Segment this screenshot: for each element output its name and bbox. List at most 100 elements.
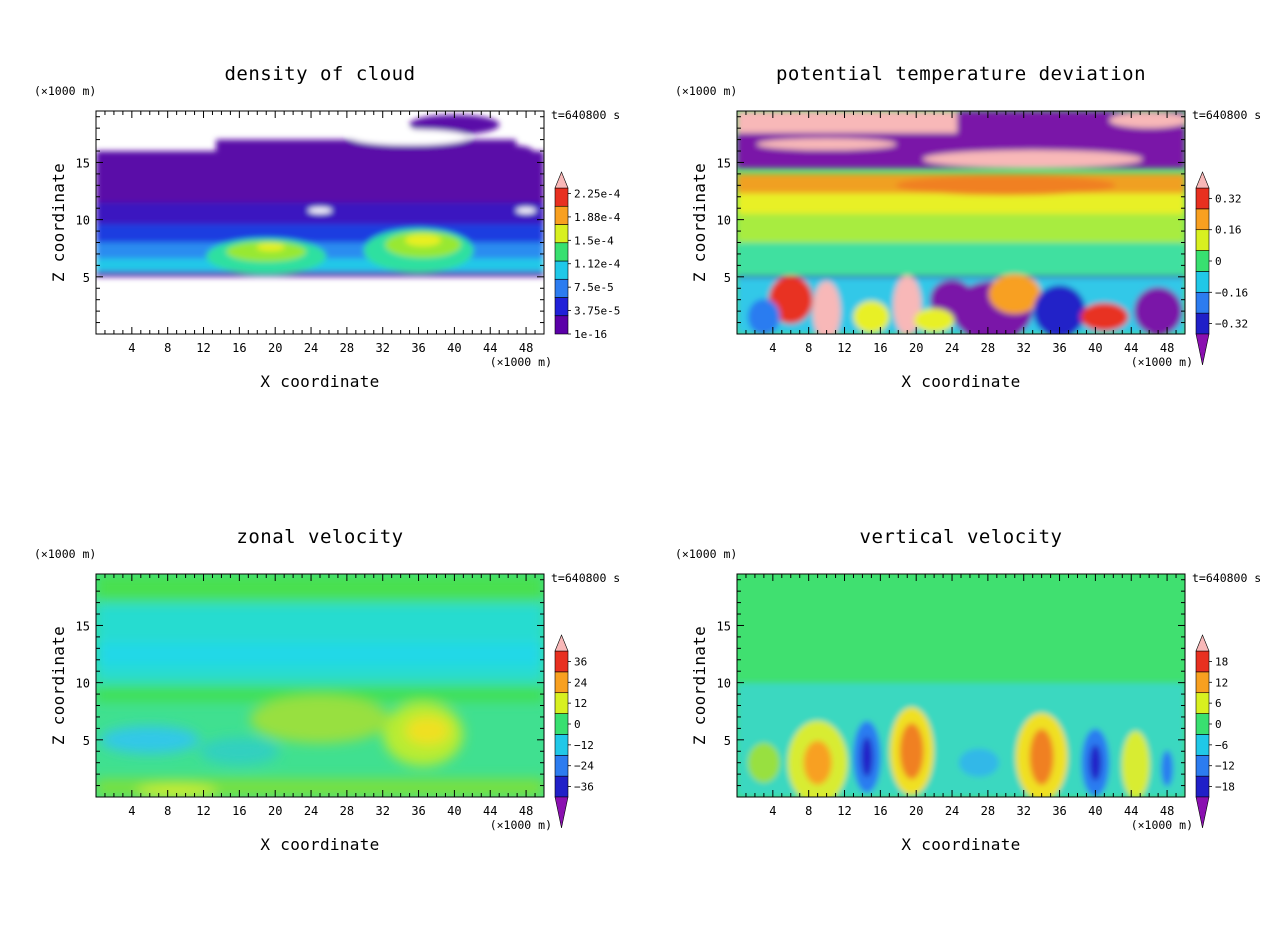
y-tick-label: 5 (724, 734, 731, 748)
colorbar-band (554, 713, 569, 735)
y-tick-label: 15 (717, 156, 731, 170)
colorbar-label: −0.16 (1215, 286, 1248, 299)
contour-field (96, 111, 544, 334)
colorbar-label: 2.25e-4 (574, 187, 621, 200)
x-tick-label: 32 (375, 804, 389, 818)
time-label: t=640800 s (551, 108, 620, 122)
panel-title: zonal velocity (236, 526, 403, 548)
x-axis-label: X coordinate (260, 835, 379, 854)
colorbar-band (1195, 775, 1210, 798)
x-tick-label: 12 (837, 341, 851, 355)
colorbar-label: 7.5e-5 (574, 281, 614, 294)
colorbar-band (1195, 229, 1210, 251)
time-label: t=640800 s (551, 571, 620, 585)
x-unit-label: (×1000 m) (490, 355, 552, 369)
x-tick-label: 44 (483, 341, 497, 355)
colorbar-band (554, 187, 569, 207)
x-tick-label: 24 (304, 341, 318, 355)
x-tick-label: 12 (196, 341, 210, 355)
x-tick-label: 4 (769, 341, 776, 355)
y-tick-label: 10 (76, 677, 90, 691)
colorbar-label: 24 (574, 676, 588, 689)
colorbar-band (554, 754, 569, 777)
x-unit-label: (×1000 m) (1131, 355, 1193, 369)
colorbar-band (1195, 650, 1210, 673)
colorbar-band (1195, 291, 1210, 314)
x-tick-label: 40 (447, 804, 461, 818)
time-label: t=640800 s (1192, 108, 1261, 122)
contour-field (96, 574, 544, 797)
colorbar-band (1195, 671, 1210, 694)
x-tick-label: 48 (1160, 341, 1174, 355)
colorbar-band (554, 692, 569, 714)
colorbar-label: 1.12e-4 (574, 258, 621, 271)
colorbar-label: 12 (574, 697, 587, 710)
x-axis-label: X coordinate (260, 372, 379, 391)
colorbar-label: 1e-16 (574, 328, 607, 341)
x-tick-label: 4 (128, 341, 135, 355)
x-tick-label: 40 (1088, 341, 1102, 355)
x-tick-label: 24 (945, 341, 959, 355)
colorbar-label: 12 (1215, 676, 1228, 689)
x-tick-label: 8 (805, 341, 812, 355)
x-tick-label: 16 (873, 804, 887, 818)
colorbar-label: 0 (1215, 255, 1222, 268)
y-axis-label: Z coordinate (690, 163, 709, 282)
x-tick-label: 32 (375, 341, 389, 355)
x-tick-label: 36 (1052, 341, 1066, 355)
x-tick-label: 28 (981, 804, 995, 818)
colorbar-max-arrow (554, 171, 569, 189)
x-tick-label: 16 (873, 341, 887, 355)
colorbar-label: 0.16 (1215, 224, 1242, 237)
x-tick-label: 12 (196, 804, 210, 818)
x-tick-label: 48 (519, 804, 533, 818)
y-tick-label: 5 (724, 271, 731, 285)
panel-title: density of cloud (224, 63, 415, 85)
colorbar-max-arrow (1195, 634, 1210, 652)
x-unit-label: (×1000 m) (1131, 818, 1193, 832)
x-tick-label: 48 (519, 341, 533, 355)
colorbar: 0.32 0.16 0 −0.16 −0.32 (1195, 171, 1248, 366)
colorbar-label: −12 (574, 739, 594, 752)
colorbar-label: −12 (1215, 760, 1235, 773)
x-axis-label: X coordinate (901, 372, 1020, 391)
colorbar-band (1195, 187, 1210, 210)
x-tick-label: 24 (945, 804, 959, 818)
x-tick-label: 20 (909, 804, 923, 818)
colorbar-band (554, 278, 569, 298)
colorbar-band (1195, 754, 1210, 777)
y-unit-label: (×1000 m) (675, 547, 737, 561)
panel-title: potential temperature deviation (776, 63, 1146, 85)
colorbar-band (554, 205, 569, 225)
x-tick-label: 16 (232, 341, 246, 355)
x-tick-label: 44 (483, 804, 497, 818)
colorbar-min-arrow (1195, 333, 1210, 366)
colorbar-band (1195, 734, 1210, 756)
y-unit-label: (×1000 m) (34, 547, 96, 561)
panel-title: vertical velocity (860, 526, 1063, 548)
y-tick-label: 5 (83, 734, 90, 748)
x-tick-label: 32 (1016, 804, 1030, 818)
colorbar-band (554, 224, 569, 244)
colorbar-label: 6 (1215, 697, 1222, 710)
colorbar-max-arrow (1195, 171, 1210, 189)
colorbar-label: −24 (574, 760, 594, 773)
x-tick-label: 20 (268, 341, 282, 355)
colorbar-band (554, 734, 569, 756)
x-tick-label: 24 (304, 804, 318, 818)
x-axis-label: X coordinate (901, 835, 1020, 854)
time-label: t=640800 s (1192, 571, 1261, 585)
y-tick-label: 15 (76, 619, 90, 633)
x-tick-label: 28 (340, 804, 354, 818)
x-tick-label: 4 (128, 804, 135, 818)
colorbar-band (1195, 312, 1210, 335)
y-axis-label: Z coordinate (690, 626, 709, 745)
x-tick-label: 16 (232, 804, 246, 818)
colorbar-label: 0.32 (1215, 192, 1242, 205)
colorbar-band (554, 315, 569, 335)
colorbar-band (1195, 250, 1210, 272)
colorbar-label: 1.88e-4 (574, 211, 621, 224)
x-tick-label: 40 (447, 341, 461, 355)
x-tick-label: 44 (1124, 341, 1138, 355)
